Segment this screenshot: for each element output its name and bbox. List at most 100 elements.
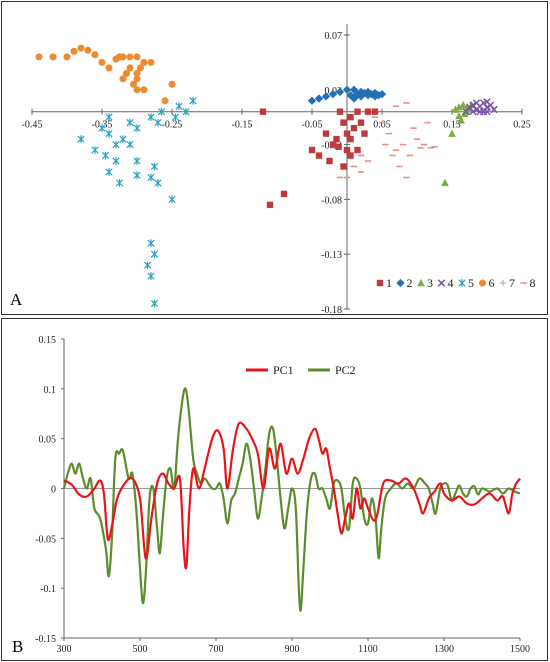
panel-label: B bbox=[12, 637, 23, 656]
scatter-point-1 bbox=[364, 108, 372, 115]
scatter-point-5 bbox=[91, 146, 99, 154]
scatter-point-1 bbox=[347, 135, 354, 143]
scatter-point-6 bbox=[119, 53, 127, 61]
x-tick-label: 900 bbox=[285, 644, 300, 655]
scatter-point-2 bbox=[314, 94, 324, 103]
scatter-point-5 bbox=[133, 157, 141, 165]
scatter-point-1 bbox=[343, 130, 351, 137]
x-tick-label: -0.25 bbox=[162, 120, 183, 131]
series-line-pc1 bbox=[63, 421, 521, 570]
scatter-point-3 bbox=[457, 116, 465, 124]
chart-panel-b: 0.15 0.1 0.05 0 -0.05 -0.1 -0.15 300 500 700 900 11… bbox=[1, 318, 548, 661]
x-tick-label: -0.45 bbox=[22, 120, 43, 131]
x-tick-label: -0.05 bbox=[302, 120, 323, 131]
scatter-point-3 bbox=[459, 100, 468, 109]
scatter-point-6 bbox=[63, 53, 71, 61]
y-tick-label: -0.08 bbox=[321, 195, 342, 206]
scatter-point-5 bbox=[189, 96, 197, 105]
scatter-point-4 bbox=[483, 98, 491, 106]
scatter-point-2 bbox=[360, 88, 369, 98]
scatter-point-5 bbox=[105, 168, 113, 176]
legend-label-2: 2 bbox=[407, 276, 413, 290]
scatter-point-3 bbox=[441, 178, 449, 187]
scatter-point-6 bbox=[119, 75, 127, 83]
scatter-point-5 bbox=[126, 118, 134, 127]
legend-label-4: 4 bbox=[448, 276, 454, 290]
series-line-pc2 bbox=[62, 387, 521, 612]
scatter-point-5 bbox=[175, 102, 183, 111]
scatter-point-5 bbox=[157, 107, 166, 116]
chart-panel-a: -0.45 -0.35 -0.25 -0.15 -0.05 0.05 0.15 0.25 0.0… bbox=[1, 1, 548, 315]
scatter-point-5 bbox=[168, 195, 176, 204]
y-tick-label: -0.1 bbox=[40, 584, 56, 595]
scatter-point-5 bbox=[150, 299, 159, 308]
scatter-point-2 bbox=[349, 94, 359, 103]
scatter-point-6 bbox=[129, 80, 138, 88]
scatter-point-1 bbox=[357, 119, 365, 126]
legend-marker-7 bbox=[499, 279, 507, 287]
scatter-point-5 bbox=[133, 171, 141, 180]
scatter-point-5 bbox=[147, 239, 155, 248]
scatter-point-6 bbox=[126, 64, 134, 72]
scatter-point-1 bbox=[329, 141, 337, 148]
scatter-point-1 bbox=[259, 108, 267, 115]
y-tick-label: 0.15 bbox=[39, 335, 57, 346]
scatter-point-1 bbox=[343, 146, 351, 154]
x-tick-label: 0.05 bbox=[373, 120, 391, 131]
scatter-point-1 bbox=[280, 190, 288, 198]
scatter-point-2 bbox=[356, 92, 366, 101]
scatter-point-1 bbox=[347, 152, 354, 159]
scatter-point-5 bbox=[112, 140, 120, 149]
y-tick-label: -0.05 bbox=[35, 534, 56, 545]
scatter-point-2 bbox=[321, 92, 331, 101]
legend-marker-5 bbox=[458, 279, 466, 287]
y-tick-label: -0.13 bbox=[321, 250, 342, 261]
legend: PC1 PC2 bbox=[246, 363, 356, 377]
legend-marker-2 bbox=[396, 278, 405, 288]
scatter-point-5 bbox=[150, 250, 159, 259]
y-tick-label: 0.07 bbox=[325, 31, 343, 42]
scatter-point-1 bbox=[308, 146, 316, 154]
scatter-point-2 bbox=[335, 87, 345, 97]
scatter-point-4 bbox=[469, 107, 477, 116]
scatter-point-1 bbox=[315, 152, 323, 159]
scatter-point-4 bbox=[472, 99, 481, 107]
legend-marker-4 bbox=[437, 279, 446, 287]
scatter-point-5 bbox=[126, 140, 134, 149]
scatter-point-5 bbox=[147, 173, 155, 182]
legend-label-6: 6 bbox=[489, 276, 495, 290]
scatter-point-1 bbox=[340, 119, 347, 126]
legend-marker-3 bbox=[417, 278, 425, 287]
y-tick-label: 0 bbox=[51, 485, 56, 496]
series-lines bbox=[62, 387, 521, 612]
scatter-point-6 bbox=[70, 47, 78, 55]
panel-label: A bbox=[10, 290, 23, 309]
scatter-point-2 bbox=[328, 89, 338, 99]
legend-label-3: 3 bbox=[427, 276, 433, 290]
scatter-point-6 bbox=[133, 86, 141, 94]
scatter-point-6 bbox=[133, 75, 141, 83]
legend-label-7: 7 bbox=[509, 276, 515, 290]
scatter-point-1 bbox=[350, 124, 358, 132]
scatter-point-1 bbox=[354, 146, 361, 154]
scatter-point-6 bbox=[161, 97, 169, 105]
scatter-point-1 bbox=[333, 135, 340, 143]
x-tick-label: 1500 bbox=[510, 644, 530, 655]
scatter-point-6 bbox=[147, 58, 155, 66]
scatter-point-2 bbox=[374, 91, 383, 100]
scatter-point-6 bbox=[49, 53, 57, 61]
scatter-point-3 bbox=[455, 111, 463, 120]
scatter-point-1 bbox=[335, 143, 342, 150]
scatter-point-5 bbox=[150, 162, 159, 171]
scatter-point-1 bbox=[361, 130, 368, 137]
y-tick-label: -0.18 bbox=[321, 305, 342, 314]
scatter-point-5 bbox=[154, 179, 162, 187]
scatter-point-5 bbox=[143, 261, 152, 269]
scatter-point-1 bbox=[371, 108, 379, 115]
scatter-point-5 bbox=[105, 129, 113, 138]
scatter-point-2 bbox=[363, 87, 373, 97]
scatter-point-1 bbox=[326, 157, 333, 165]
scatter-point-1 bbox=[336, 108, 344, 115]
x-tick-label: 700 bbox=[209, 644, 224, 655]
scatter-point-5 bbox=[105, 113, 113, 122]
